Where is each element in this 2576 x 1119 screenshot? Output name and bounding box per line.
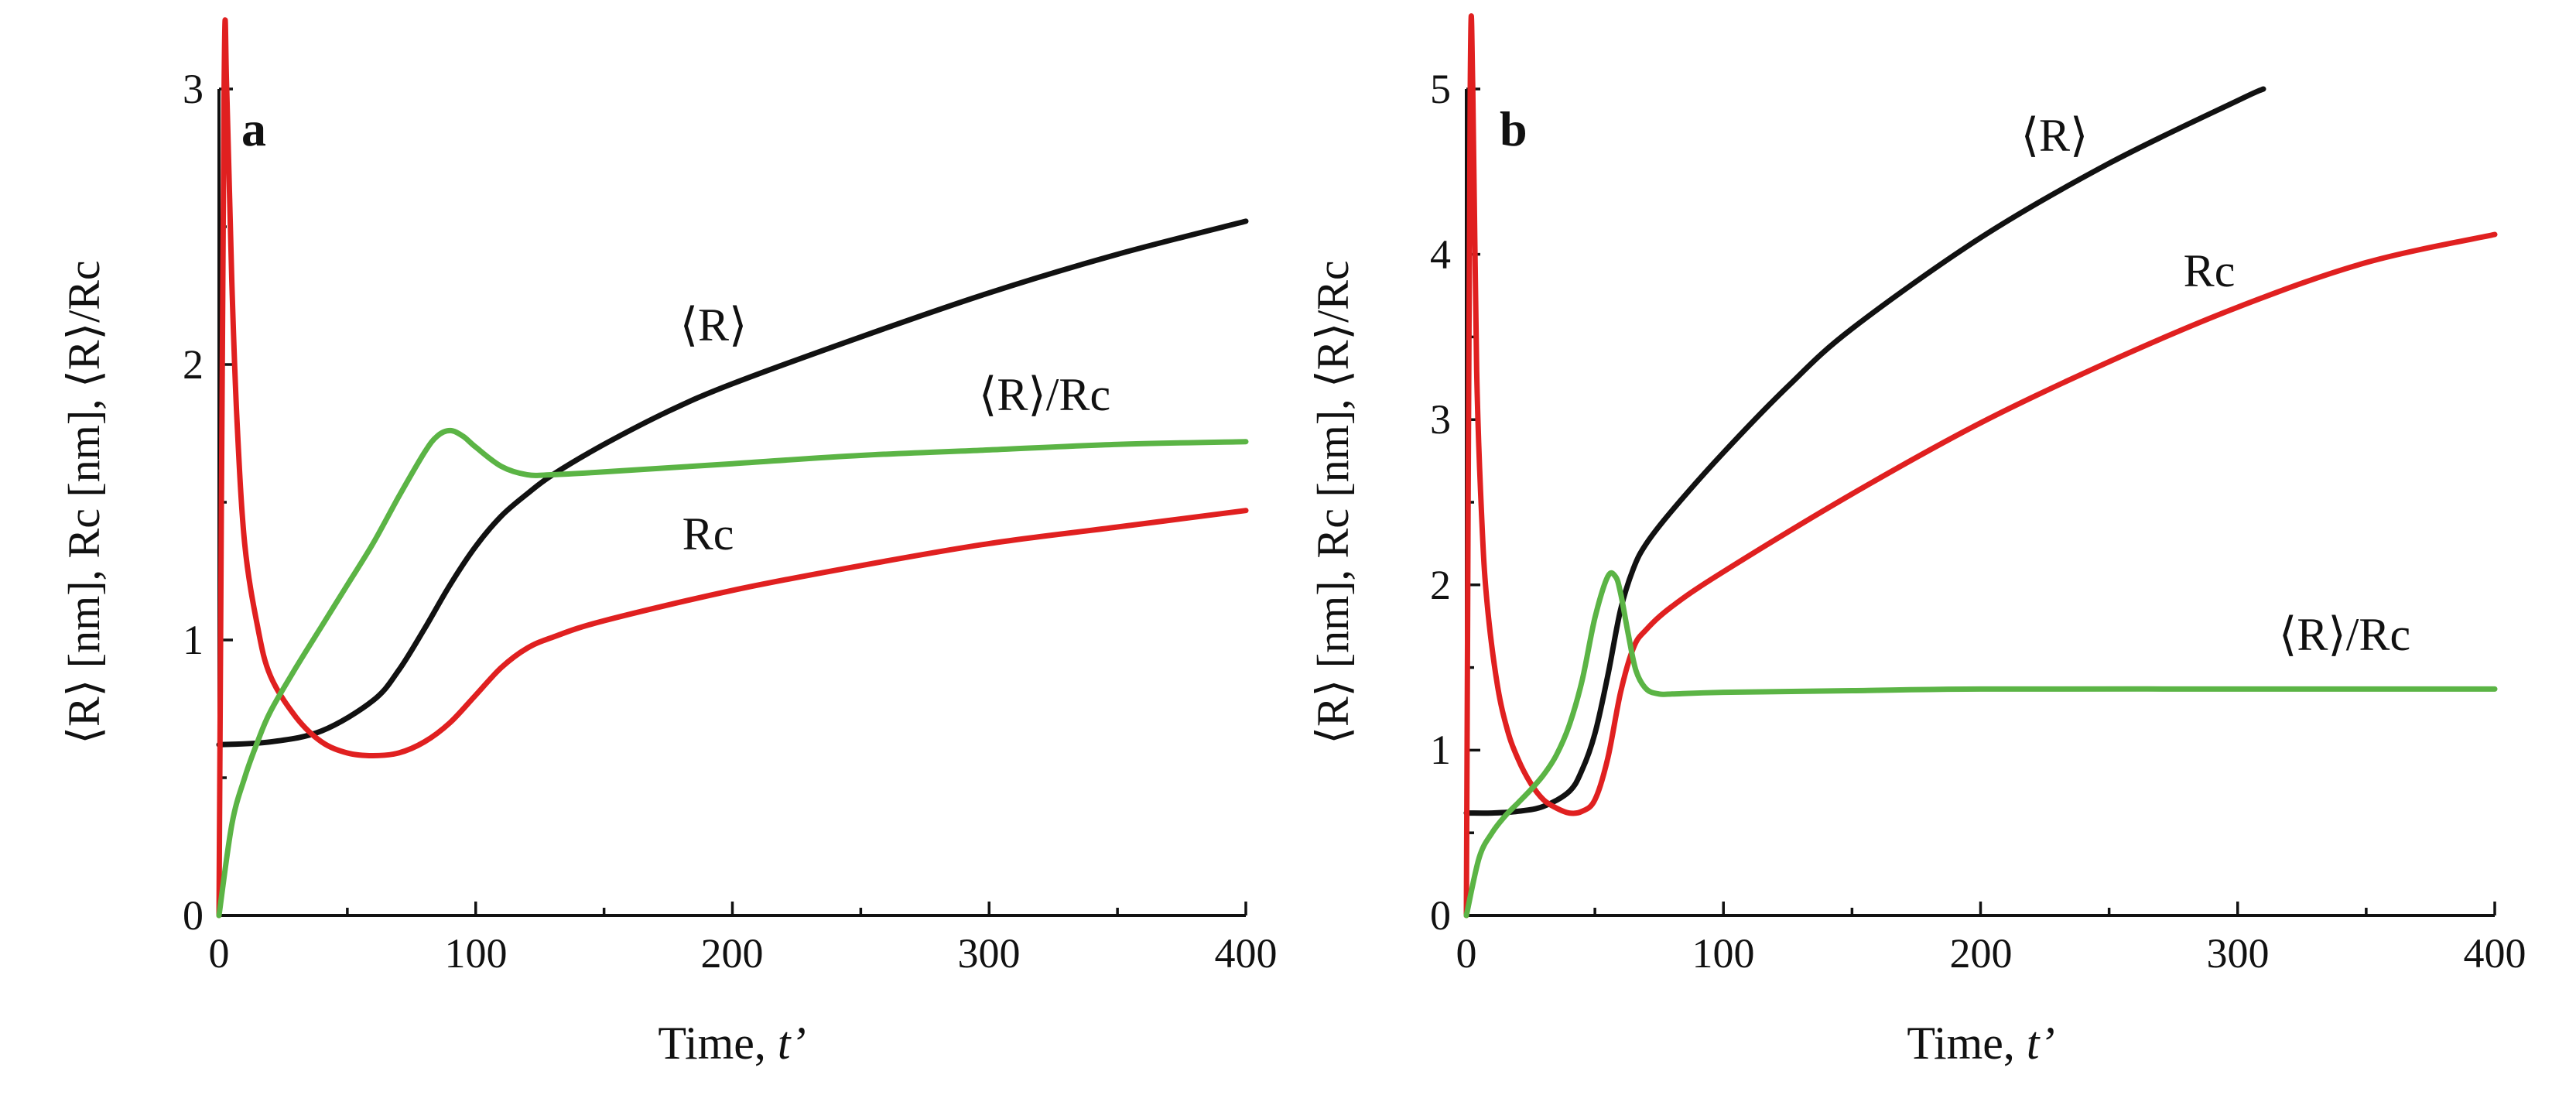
x-tick-label: 0 [1456, 930, 1477, 977]
y-tick-label: 2 [183, 341, 204, 388]
y-tick-label: 0 [183, 892, 204, 939]
y-tick-label: 5 [1430, 66, 1451, 112]
series-group-b [1463, 13, 2498, 919]
tick-labels-a: 0 1 2 3 0 100 200 300 400 [183, 66, 1278, 977]
x-tick-label: 0 [209, 930, 230, 977]
ticks-b [1465, 87, 2496, 917]
y-tick-label: 1 [1430, 727, 1451, 773]
series-line-mean-r-a [216, 218, 1249, 748]
x-tick-label: 400 [2464, 930, 2526, 977]
panel-label-b: b [1500, 101, 1527, 156]
curve-label-rc-b: Rc [2184, 245, 2236, 296]
y-axis-label-a: ⟨R⟩ [nm], Rc [nm], ⟨R⟩/Rc [59, 260, 109, 744]
x-tick-label: 300 [958, 930, 1021, 977]
series-line-ratio-b [1463, 570, 2498, 919]
x-tick-label: 100 [1692, 930, 1755, 977]
x-tick-label: 400 [1215, 930, 1278, 977]
series-line-ratio-a [216, 427, 1249, 919]
series-line-rc-a [216, 17, 1249, 919]
y-tick-label: 3 [1430, 396, 1451, 443]
y-tick-label: 3 [183, 66, 204, 112]
tick-labels-b: 0 1 2 3 4 5 0 100 200 300 400 [1430, 66, 2526, 977]
series-group-a [216, 17, 1249, 919]
series-line-mean-r-b [1463, 86, 2266, 816]
curve-label-mean-r-b: ⟨R⟩ [2021, 110, 2089, 161]
x-axis-label-b: Time, t’ [1907, 1018, 2054, 1069]
ticks-a [217, 87, 1247, 917]
x-tick-label: 200 [701, 930, 764, 977]
x-tick-label: 200 [1950, 930, 2013, 977]
x-axis-label-variable: t’ [2027, 1018, 2055, 1069]
series-line-rc-b [1463, 13, 2498, 919]
axes-a [217, 89, 1246, 917]
y-tick-label: 1 [183, 617, 204, 663]
chart-panel-a: 0 1 2 3 0 100 200 300 400 a Time, t’ ⟨R⟩… [59, 17, 1278, 1069]
y-tick-label: 2 [1430, 562, 1451, 608]
x-axis-label-text: Time, [658, 1018, 778, 1069]
x-tick-label: 300 [2207, 930, 2270, 977]
axes-b [1465, 89, 2495, 917]
x-axis-label-a: Time, t’ [658, 1018, 806, 1069]
y-tick-label: 4 [1430, 231, 1451, 278]
panel-label-a: a [241, 101, 266, 156]
chart-panel-b: 0 1 2 3 4 5 0 100 200 300 400 b Time, t’… [1308, 13, 2526, 1069]
curve-label-ratio-a: ⟨R⟩/Rc [979, 369, 1110, 420]
y-tick-label: 0 [1430, 892, 1451, 939]
x-tick-label: 100 [445, 930, 508, 977]
curve-label-mean-r-a: ⟨R⟩ [680, 299, 747, 351]
curve-label-ratio-b: ⟨R⟩/Rc [2279, 609, 2410, 660]
x-axis-label-variable: t’ [778, 1018, 806, 1069]
curve-label-rc-a: Rc [682, 508, 734, 560]
x-axis-label-text: Time, [1907, 1018, 2027, 1069]
y-axis-label-b: ⟨R⟩ [nm], Rc [nm], ⟨R⟩/Rc [1308, 260, 1358, 744]
